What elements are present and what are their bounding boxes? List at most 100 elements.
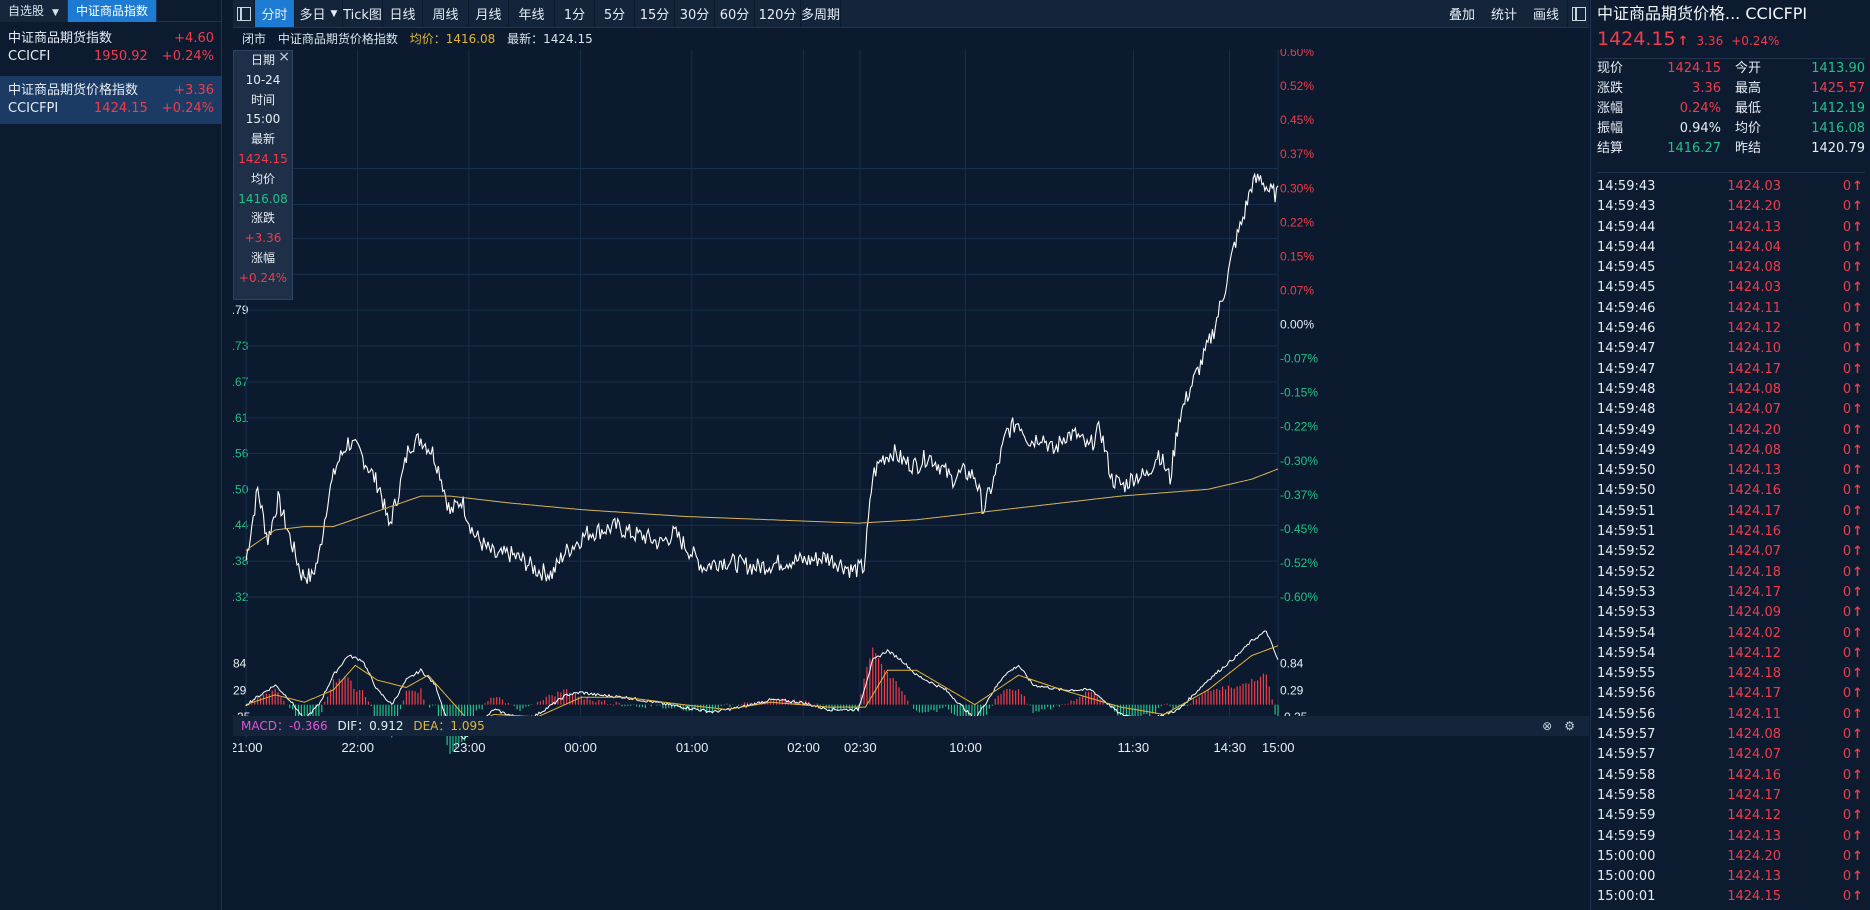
draw-line-button[interactable]: 画线 (1532, 8, 1559, 23)
tick-time: 14:59:44 (1597, 239, 1656, 255)
watchlist-item[interactable]: 中证商品期货指数 +4.60 CCICFI 1950.92 +0.24% (0, 24, 222, 72)
toggle-right-panel-button[interactable] (1567, 0, 1589, 27)
tick-time: 14:59:47 (1597, 361, 1656, 377)
stats-button[interactable]: 统计 (1490, 8, 1517, 23)
up-arrow-icon: ↑ (1852, 280, 1863, 296)
chevron-down-icon: ▼ (52, 8, 59, 18)
period-yearly[interactable]: 年线 (509, 0, 555, 27)
period-multi-day[interactable]: 多日 ▼ (295, 0, 343, 27)
tick-price: 1424.16 (1727, 524, 1781, 540)
y-tick-label: 1417.61 (233, 411, 249, 425)
close-icon[interactable]: ⊗ (1542, 719, 1553, 733)
tick-price: 1424.07 (1727, 402, 1781, 418)
pct-tick-label: -0.22% (1280, 420, 1318, 434)
period-5m[interactable]: 5分 (595, 0, 635, 27)
quote-value: 1412.19 (1811, 101, 1865, 116)
item-price: 1424.15 (94, 101, 148, 116)
up-arrow-icon: ↑ (1852, 747, 1863, 763)
price-line (245, 172, 1279, 584)
tick-time: 14:59:44 (1597, 219, 1656, 235)
tick-time: 14:59:46 (1597, 300, 1656, 316)
tick-volume: 0↑ (1842, 706, 1863, 722)
tick-price: 1424.11 (1727, 706, 1781, 722)
tick-price: 1424.12 (1727, 321, 1781, 337)
period-monthly[interactable]: 月线 (469, 0, 509, 27)
tick-row: 14:59:47 1424.10 0↑ (1597, 339, 1865, 359)
chevron-down-icon: ▼ (330, 8, 338, 19)
pct-tick-label: 0.07% (1280, 283, 1314, 297)
overlay-button[interactable]: 叠加 (1448, 8, 1475, 23)
tick-time: 14:59:59 (1597, 828, 1656, 844)
tick-time: 14:59:48 (1597, 402, 1656, 418)
up-arrow-icon: ↑ (1852, 361, 1863, 377)
gear-icon[interactable]: ⚙ (1564, 719, 1575, 733)
tick-price: 1424.16 (1727, 483, 1781, 499)
tick-price: 1424.20 (1727, 848, 1781, 864)
tick-row: 14:59:54 1424.02 0↑ (1597, 624, 1865, 644)
watchlist-tabs: 自选股 ▼ 中证商品指数 (0, 0, 221, 22)
period-30m[interactable]: 30分 (675, 0, 715, 27)
quote-value: 1420.79 (1811, 141, 1865, 156)
quote-value: 1413.90 (1811, 61, 1865, 76)
tick-price: 1424.10 (1727, 341, 1781, 357)
tick-price: 1424.13 (1727, 463, 1781, 479)
up-arrow-icon: ↑ (1852, 524, 1863, 540)
tick-row: 14:59:43 1424.20 0↑ (1597, 197, 1865, 217)
tab-watchlist[interactable]: 自选股 ▼ (0, 0, 68, 22)
y-tick-label: 1416.56 (233, 446, 249, 460)
tick-volume: 0↑ (1842, 727, 1863, 743)
watchlist-item-selected[interactable]: 中证商品期货价格指数 +3.36 CCICFPI 1424.15 +0.24% (0, 76, 222, 124)
item-code: CCICFPI (8, 101, 59, 116)
crosshair-label: 涨跌 (250, 211, 275, 226)
y-tick-label: 1412.32 (233, 590, 249, 604)
tick-time: 14:59:54 (1597, 625, 1656, 641)
period-1m[interactable]: 1分 (555, 0, 595, 27)
tick-row: 14:59:50 1424.16 0↑ (1597, 481, 1865, 501)
up-arrow-icon: ↑ (1852, 605, 1863, 621)
period-60m[interactable]: 60分 (715, 0, 755, 27)
tick-time: 14:59:54 (1597, 645, 1656, 661)
tick-row: 14:59:44 1424.04 0↑ (1597, 238, 1865, 258)
period-weekly[interactable]: 周线 (423, 0, 469, 27)
y-tick-label: 1413.38 (233, 554, 249, 568)
tick-price: 1424.20 (1727, 422, 1781, 438)
period-120m[interactable]: 120分 (755, 0, 801, 27)
item-price: 1950.92 (94, 49, 148, 64)
tick-volume: 0↑ (1842, 625, 1863, 641)
period-multi[interactable]: 多周期 (801, 0, 841, 27)
x-tick-label: 22:00 (341, 740, 374, 755)
tab-ccic-index[interactable]: 中证商品指数 (67, 0, 157, 22)
tick-row: 14:59:56 1424.17 0↑ (1597, 684, 1865, 704)
tick-price: 1424.15 (1727, 889, 1781, 905)
toggle-left-panel-button[interactable] (233, 0, 255, 27)
macd-y-tick-right: 0.29 (1280, 683, 1304, 697)
up-arrow-icon: ↑ (1852, 645, 1863, 661)
up-arrow-icon: ↑ (1852, 584, 1863, 600)
period-15m[interactable]: 15分 (635, 0, 675, 27)
close-icon[interactable]: × (278, 49, 290, 65)
item-pct: +0.24% (161, 49, 214, 64)
dea-line (245, 645, 1279, 725)
tick-row: 14:59:48 1424.08 0↑ (1597, 380, 1865, 400)
tick-row: 14:59:58 1424.16 0↑ (1597, 766, 1865, 786)
tick-price: 1424.18 (1727, 564, 1781, 580)
item-name: 中证商品期货指数 (8, 31, 113, 46)
up-arrow-icon: ↑ (1852, 321, 1863, 337)
pct-tick-label: 0.22% (1280, 215, 1314, 229)
tick-time: 14:59:52 (1597, 544, 1656, 560)
period-daily[interactable]: 日线 (383, 0, 423, 27)
tick-time: 14:59:58 (1597, 767, 1656, 783)
quote-value: 1424.15 (1667, 61, 1721, 76)
period-intraday[interactable]: 分时 (255, 0, 295, 27)
tick-volume: 0↑ (1842, 605, 1863, 621)
market-status: 闭市 (242, 32, 267, 46)
period-tick[interactable]: Tick图 (343, 0, 383, 27)
up-arrow-icon: ↑ (1852, 889, 1863, 905)
tick-volume: 0↑ (1842, 869, 1863, 885)
tick-time: 14:59:50 (1597, 463, 1656, 479)
crosshair-label: 日期 (250, 53, 275, 67)
latest-price-label: 最新：1424.15 (507, 32, 593, 46)
tick-volume: 0↑ (1842, 666, 1863, 682)
dea-value: DEA：1.095 (413, 719, 485, 733)
intraday-chart[interactable]: 1424.971423.911422.911421.851420.791419.… (233, 49, 1589, 910)
